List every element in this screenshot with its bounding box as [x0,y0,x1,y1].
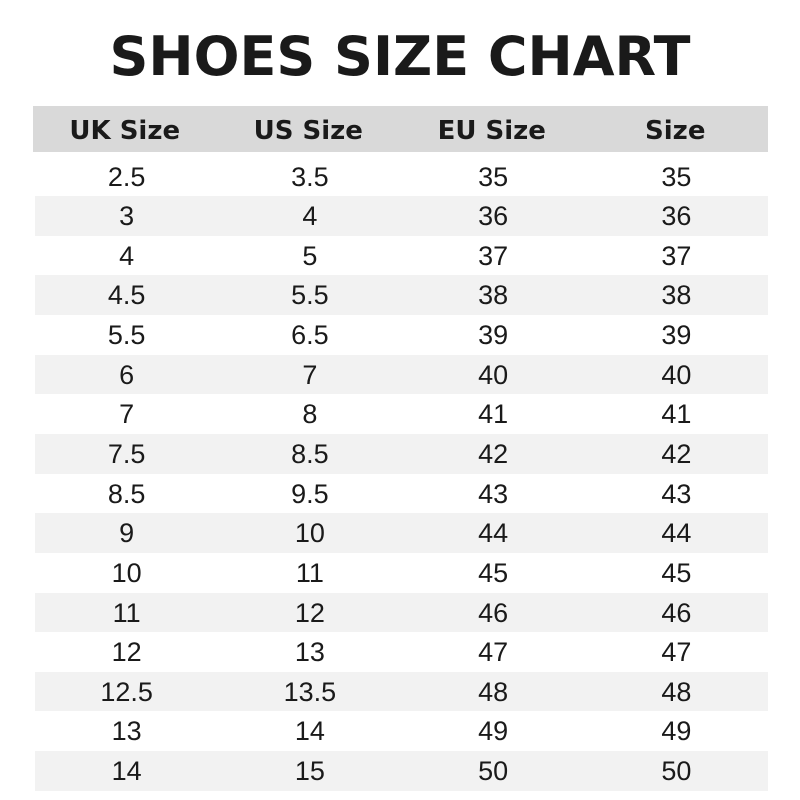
page-title: SHOES SIZE CHART [109,25,691,88]
size-cell: 35 [661,161,692,192]
header-us-size: US Size [253,116,363,146]
eu-size-cell: 44 [478,518,509,549]
table-header: UK Size US Size EU Size Size [33,106,768,152]
eu-size-cell: 39 [478,320,509,351]
size-cell: 38 [661,280,692,311]
table-row: 3 4 36 36 [35,196,768,236]
eu-size-cell: 49 [478,716,509,747]
size-cell: 43 [661,478,692,509]
table-row: 11 12 46 46 [35,592,768,633]
size-cell: 49 [661,716,692,747]
header-uk-size: UK Size [69,116,181,146]
us-size-cell: 3.5 [291,161,329,192]
table-row: 13 14 49 49 [35,711,768,751]
table-row: 10 11 45 45 [35,553,768,593]
size-cell: 48 [661,676,692,707]
size-cell: 36 [661,201,692,232]
eu-size-cell: 47 [478,637,509,668]
uk-size-cell: 13 [111,716,142,747]
uk-size-cell: 11 [112,597,141,628]
uk-size-cell: 4.5 [107,280,146,311]
uk-size-cell: 9 [119,518,135,549]
size-cell: 40 [661,359,692,390]
size-cell: 41 [661,399,692,430]
table-row: 6 7 40 40 [35,354,768,395]
table-row: 2.5 3.5 35 35 [35,157,768,197]
eu-size-cell: 48 [478,676,509,707]
eu-size-cell: 35 [478,161,509,192]
uk-size-cell: 8.5 [107,478,146,509]
size-cell: 47 [661,637,692,668]
size-cell: 46 [661,597,692,628]
us-size-cell: 11 [295,557,324,588]
eu-size-cell: 42 [478,438,509,469]
eu-size-cell: 41 [478,399,509,430]
us-size-cell: 4 [302,201,318,232]
eu-size-cell: 45 [478,557,509,588]
uk-size-cell: 12 [111,637,142,668]
uk-size-cell: 10 [111,557,142,588]
eu-size-cell: 46 [478,597,509,628]
table-row: 7.5 8.5 42 42 [35,433,768,474]
us-size-cell: 7 [302,359,318,390]
table-body: 2.5 3.5 35 35 3 4 36 36 4 5 37 37 4.5 5.5 38 38 5.5 6.5 39… [35,157,768,791]
size-cell: 37 [661,240,692,271]
uk-size-cell: 14 [111,756,142,787]
table-row: 4 5 37 37 [35,236,768,276]
table-row: 4.5 5.5 38 38 [35,275,768,316]
eu-size-cell: 38 [478,280,509,311]
uk-size-cell: 12.5 [100,676,153,707]
us-size-cell: 14 [294,716,325,747]
size-cell: 42 [661,438,692,469]
us-size-cell: 13 [294,637,325,668]
size-cell: 44 [661,518,692,549]
us-size-cell: 12 [294,597,325,628]
header-size: Size [645,116,706,146]
eu-size-cell: 37 [478,240,509,271]
us-size-cell: 5 [302,240,318,271]
uk-size-cell: 7.5 [107,438,146,469]
eu-size-cell: 43 [478,478,509,509]
eu-size-cell: 40 [478,359,509,390]
size-cell: 39 [661,320,692,351]
us-size-cell: 5.5 [291,280,329,311]
size-cell: 50 [661,756,692,787]
us-size-cell: 8.5 [291,438,329,469]
eu-size-cell: 50 [478,756,509,787]
table-row: 14 15 50 50 [35,751,768,791]
us-size-cell: 13.5 [283,676,337,707]
uk-size-cell: 7 [119,399,135,430]
size-cell: 45 [661,557,692,588]
header-eu-size: EU Size [437,116,546,146]
uk-size-cell: 6 [119,359,135,390]
us-size-cell: 6.5 [291,320,329,351]
table-row: 8.5 9.5 43 43 [35,474,768,514]
table-row: 7 8 41 41 [35,394,768,434]
uk-size-cell: 3 [119,201,135,232]
table-row: 5.5 6.5 39 39 [35,315,768,355]
eu-size-cell: 36 [478,201,509,232]
us-size-cell: 9.5 [291,478,329,509]
uk-size-cell: 4 [119,240,135,271]
uk-size-cell: 5.5 [107,320,146,351]
us-size-cell: 10 [294,518,325,549]
table-row: 12.5 13.5 48 48 [35,671,768,712]
table-row: 12 13 47 47 [35,632,768,672]
table-row: 9 10 44 44 [35,513,768,553]
uk-size-cell: 2.5 [107,161,146,192]
us-size-cell: 8 [302,399,318,430]
us-size-cell: 15 [294,756,325,787]
